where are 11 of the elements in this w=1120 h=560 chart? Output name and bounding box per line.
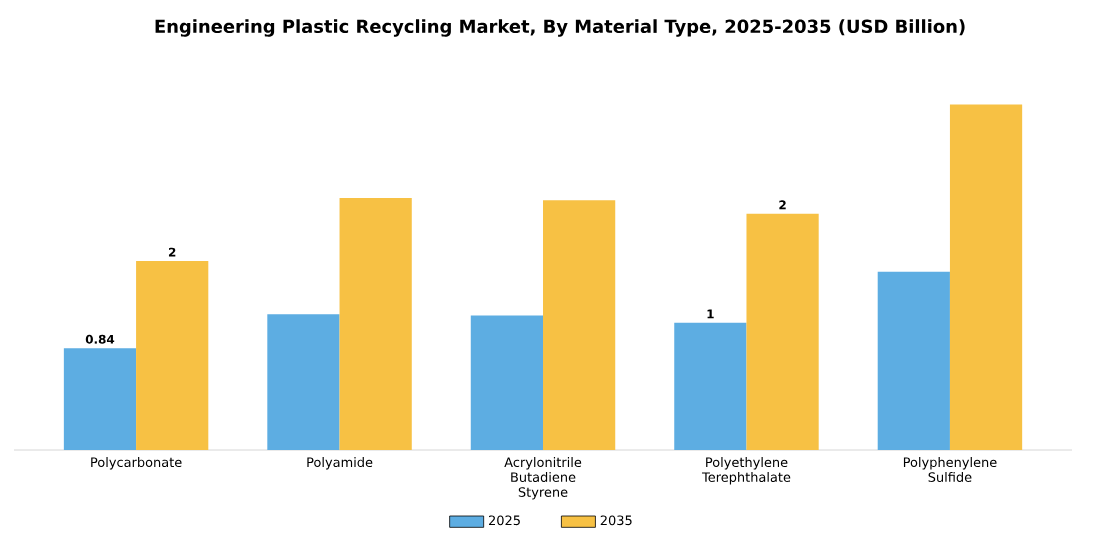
bar bbox=[674, 322, 747, 450]
bar bbox=[470, 315, 544, 450]
bar bbox=[339, 197, 412, 450]
bar bbox=[746, 213, 819, 450]
bar bbox=[949, 104, 1023, 450]
bar bbox=[136, 260, 209, 450]
chart-title: Engineering Plastic Recycling Market, By Material Type, 2025-2035 (USD Billion) bbox=[155, 19, 965, 37]
bar bbox=[877, 271, 950, 450]
bar bbox=[267, 314, 340, 450]
bar bbox=[543, 200, 616, 450]
bar bbox=[63, 348, 137, 450]
